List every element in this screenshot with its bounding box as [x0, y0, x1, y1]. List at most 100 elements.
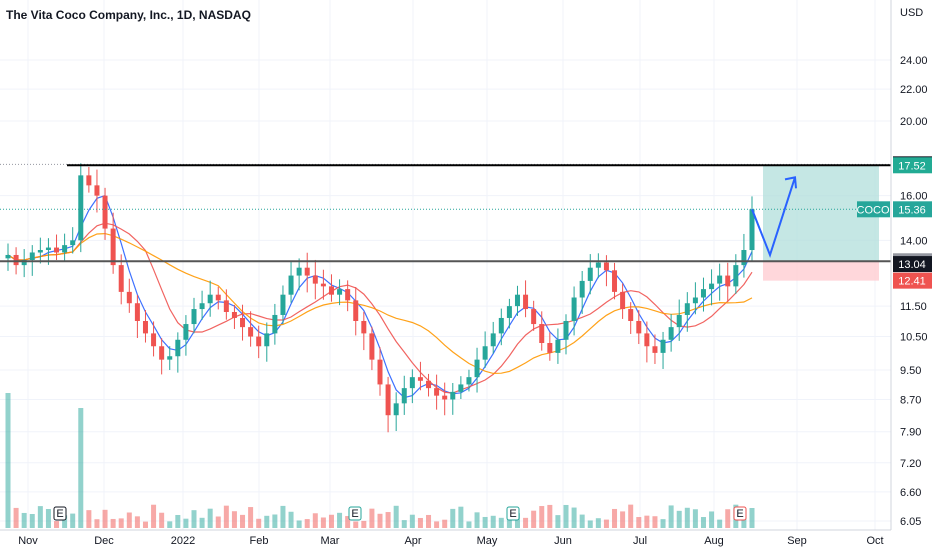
volume-bar	[555, 515, 561, 528]
candle-body	[312, 275, 318, 284]
price-tag-bg	[893, 272, 932, 289]
earnings-marker: E	[53, 506, 67, 521]
x-tick-label: Oct	[866, 535, 883, 547]
time-axis[interactable]: Nov Dec 2022 Feb Mar Apr May Jun Jul Aug Sep Oct	[0, 529, 891, 547]
candle-body	[636, 320, 642, 334]
candle-body	[151, 333, 157, 347]
candle-body	[393, 403, 399, 416]
volume-bar	[482, 516, 488, 528]
ticker-tag-bg	[857, 201, 890, 218]
volume-bar	[78, 408, 84, 528]
candle-body	[29, 252, 35, 261]
volume-bar	[668, 505, 674, 528]
candle-body	[531, 309, 537, 325]
y-tick-label: 16.00	[900, 191, 928, 203]
y-tick-label: 10.50	[900, 332, 928, 344]
candle-body	[167, 356, 173, 360]
candle-body	[603, 262, 609, 271]
x-tick-label: Jul	[633, 535, 647, 547]
ma-slow	[7, 232, 753, 375]
volume-bar	[587, 520, 593, 528]
candle-body	[45, 247, 51, 251]
volume-bar	[29, 514, 35, 528]
volume-bar	[45, 509, 51, 528]
volume-bar	[539, 506, 545, 528]
candle-body	[175, 339, 181, 357]
y-tick-label: 24.00	[900, 55, 928, 67]
candle-body	[385, 384, 391, 416]
candle-body	[587, 267, 593, 281]
volume-bar	[62, 515, 68, 528]
candle-body	[337, 289, 343, 295]
volume-bar	[692, 509, 698, 528]
volume-bar	[595, 518, 601, 528]
candle-body	[490, 333, 496, 347]
candle-body	[668, 327, 674, 340]
volume-bar	[126, 512, 132, 528]
volume-bar	[547, 504, 553, 528]
candle-body	[264, 333, 270, 347]
candle-body	[547, 342, 553, 353]
price-tag-text: 12.41	[898, 276, 926, 288]
candle-body	[21, 260, 27, 266]
price-tag: 12.41	[893, 272, 932, 289]
volume-bar	[199, 517, 205, 528]
projection	[751, 176, 797, 258]
volume-bar	[652, 516, 658, 528]
candle-body	[110, 228, 116, 266]
candle-body	[466, 377, 472, 385]
candle-body	[256, 336, 262, 347]
candle-body	[426, 380, 432, 389]
earnings-marker-box	[53, 506, 67, 521]
volume-bar	[700, 517, 706, 528]
volume-bar	[514, 513, 520, 528]
candle-body	[563, 320, 569, 340]
volume-bar	[248, 507, 254, 528]
volume-bar	[523, 517, 529, 528]
volume-bar	[312, 513, 318, 528]
earnings-marker-box	[348, 506, 362, 521]
candle-body	[514, 294, 520, 307]
candle-body	[5, 254, 11, 259]
volume-bar	[377, 513, 383, 528]
price-tag-bg	[893, 157, 932, 174]
price-axis[interactable]: USD 24.00 22.00 20.00 16.00 14.00 11.50 10.50 9.…	[857, 0, 932, 550]
candle-body	[296, 267, 302, 276]
candle-body	[628, 309, 634, 321]
candle-body	[725, 275, 731, 287]
volume-bar	[102, 509, 108, 528]
earnings-marker-text: E	[351, 508, 358, 520]
volume-bar	[337, 512, 343, 528]
volume-bar	[110, 518, 116, 528]
volume-bar	[563, 504, 569, 528]
volume-bar	[240, 514, 246, 528]
volume-bar	[603, 519, 609, 528]
y-tick-label: 9.50	[900, 365, 921, 377]
volume-bar	[717, 519, 723, 528]
candle-body	[474, 359, 480, 378]
candle-body	[13, 254, 19, 266]
candle-body	[450, 391, 456, 400]
candle-body	[37, 250, 43, 253]
candle-body	[692, 297, 698, 304]
x-tick-label: Aug	[704, 535, 724, 547]
candle-body	[458, 384, 464, 392]
volume-bar	[207, 508, 213, 528]
volume-bar	[134, 516, 140, 528]
y-tick-label: 8.70	[900, 394, 921, 406]
candle-body	[191, 309, 197, 325]
volume-bar	[231, 511, 237, 528]
volume-bar	[417, 517, 423, 528]
x-tick-label: Jun	[554, 535, 572, 547]
volume-bar	[531, 510, 537, 528]
candles	[5, 163, 755, 433]
candle-body	[417, 377, 423, 381]
price-tag-bg	[893, 201, 932, 218]
candle-body	[652, 346, 658, 353]
volume-bar	[183, 518, 189, 528]
candle-body	[506, 306, 512, 318]
volume-bar	[434, 521, 440, 528]
